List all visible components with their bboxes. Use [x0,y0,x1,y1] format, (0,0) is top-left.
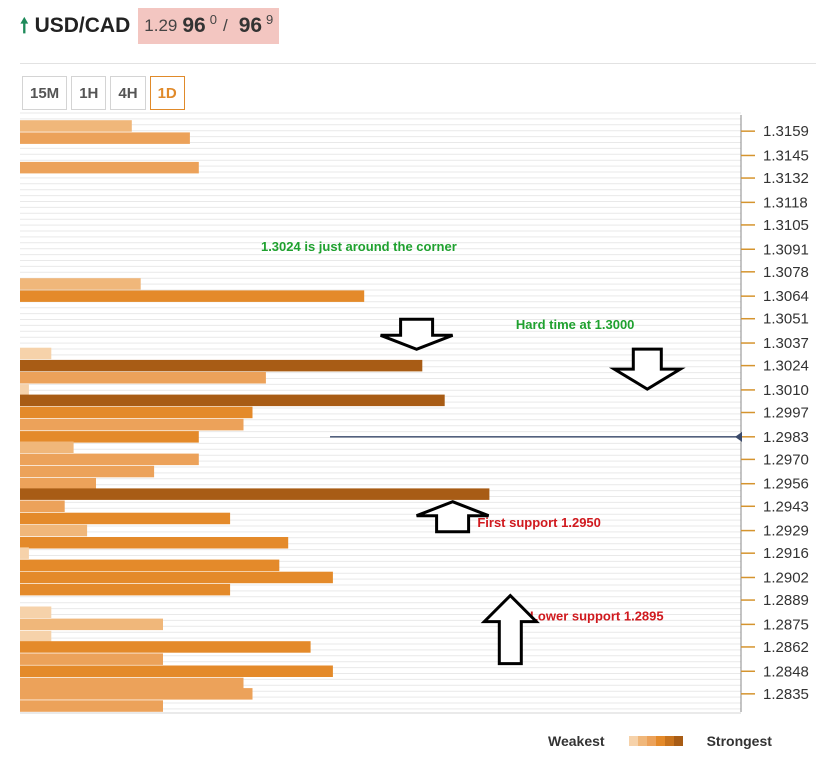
price-tick-label: 1.3105 [763,217,809,234]
instrument-header: 🠕 USD/CAD 1.29 96 0 / 96 9 [20,8,280,44]
arrow-down-icon [380,317,454,351]
price-tick-label: 1.2983 [763,429,809,446]
confluence-bar [20,120,132,132]
confluence-bar [20,278,141,290]
header-divider [20,63,816,64]
pair-name: USD/CAD [34,14,131,37]
price-tick-label: 1.3064 [763,288,809,305]
confluence-bar [20,512,231,525]
confluence-bar [20,132,190,144]
bid-pips: 96 [182,14,206,37]
tab-1d[interactable]: 1D [149,76,185,110]
arrow-up-icon: 🠕 [20,15,29,37]
confluence-bar [20,606,52,618]
legend-swatch [664,736,674,746]
ask-fraction: 9 [266,11,274,27]
confluence-bar [20,161,199,174]
price-tick-label: 1.2916 [763,545,809,562]
confluence-bar [20,478,96,490]
confluence-bar [20,700,163,712]
price-tick-label: 1.2956 [763,476,809,493]
confluence-bar [20,359,423,372]
current-price-marker-icon [735,431,742,442]
legend-swatch [646,736,656,746]
legend-weakest-label: Weakest [548,733,605,749]
timeframe-tabs: 15M 1H 4H 1D [22,76,185,110]
confluence-bar [20,583,231,596]
price-tick-label: 1.2929 [763,523,809,540]
price-tick-label: 1.2848 [763,663,809,680]
confluence-bar [20,665,333,677]
ask-pips: 96 [238,14,263,37]
price-tick-label: 1.2862 [763,639,809,656]
price-tick-label: 1.3132 [763,170,809,187]
price-tick-label: 1.2997 [763,405,809,422]
confluence-bar [20,488,490,500]
legend-strongest-label: Strongest [706,733,772,749]
confluence-bar [20,688,253,700]
price-tick-label: 1.3145 [763,147,809,164]
price-tick-label: 1.3159 [763,123,809,140]
chart-annotation: Hard time at 1.3000 [516,317,635,332]
price-tick-label: 1.2835 [763,686,809,703]
confluence-bar [20,571,333,584]
price-tick-label: 1.2889 [763,592,809,609]
confluence-bar [20,372,266,384]
chart-annotation: 1.3024 is just around the corner [261,239,457,254]
tab-1h[interactable]: 1H [71,76,107,110]
tab-4h[interactable]: 4H [110,76,146,110]
confluence-bar [20,500,65,512]
arrow-down-icon [608,347,686,391]
confluence-bar [20,618,163,631]
price-tick-label: 1.3078 [763,264,809,281]
legend-gradient [628,736,683,746]
confluence-bar [20,453,199,466]
bid-prefix: 1.29 [144,16,178,35]
price-tick-label: 1.3091 [763,241,809,258]
price-tick-label: 1.3051 [763,311,809,328]
bid-fraction: 0 [209,11,217,27]
quote-separator: / [222,16,228,35]
chart-annotation: First support 1.2950 [477,515,601,530]
confluence-bar [20,641,311,653]
price-tick-label: 1.2875 [763,616,809,633]
confluence-bar [20,547,29,559]
confluence-bar [20,418,244,431]
confluence-bar [20,394,445,407]
confluence-bar [20,630,52,643]
confluence-bar [20,677,244,690]
price-tick-label: 1.3037 [763,335,809,352]
price-tick-label: 1.3010 [763,382,809,399]
tab-15m[interactable]: 15M [22,76,68,110]
legend-swatch [655,736,665,746]
confluence-bar [20,465,155,478]
confluence-bar [20,441,74,453]
confluence-bar [20,653,163,665]
confluence-bar [20,347,52,360]
price-tick-label: 1.3024 [763,358,809,375]
price-tick-label: 1.2902 [763,569,809,586]
confluence-bar [20,431,199,443]
confluence-bar [20,406,253,419]
confluence-bar [20,290,365,302]
price-quote: 1.29 96 0 / 96 9 [138,8,280,44]
confluence-bar [20,524,88,537]
arrow-up-icon [416,500,490,534]
legend-swatch [673,736,683,746]
price-tick-label: 1.3118 [763,194,808,211]
legend-swatch [628,736,638,746]
confluence-bar [20,559,280,572]
price-tick-label: 1.2970 [763,451,809,468]
legend-swatch [637,736,647,746]
price-tick-label: 1.2943 [763,498,809,515]
strength-legend: Weakest Strongest [548,733,772,749]
confluence-bar [20,384,29,396]
arrow-up-icon [480,593,540,666]
chart-annotation: Lower support 1.2895 [530,609,664,624]
confluence-bar [20,537,289,549]
